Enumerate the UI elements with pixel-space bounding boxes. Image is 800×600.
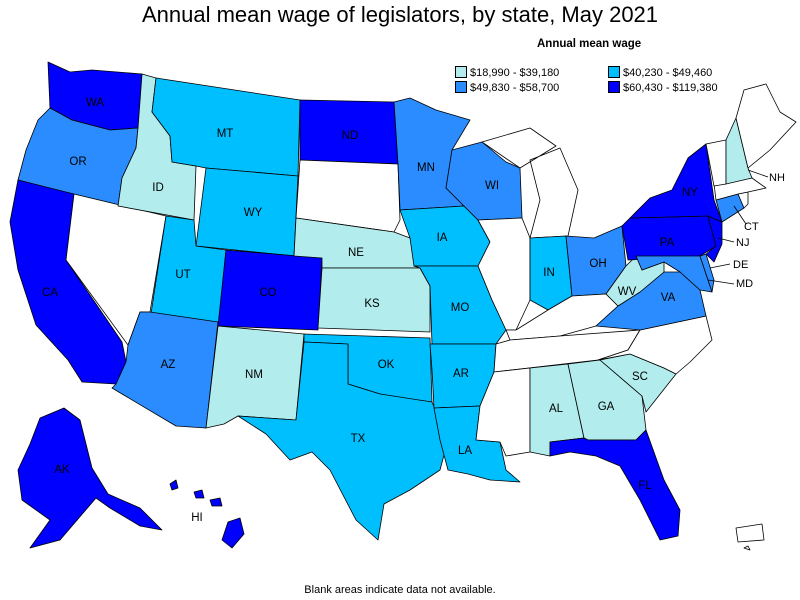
legend-label-bin-4: $60,430 - $119,380 [623,82,718,94]
state-me[interactable] [735,83,797,169]
label-or: OR [69,156,86,168]
label-ny: NY [682,187,698,199]
label-ne: NE [348,247,364,259]
legend-swatch-bin-2 [608,66,620,78]
legend-label-bin-2: $40,230 - $49,460 [623,67,713,79]
state-hi[interactable] [169,479,245,549]
legend-label-bin-1: $18,990 - $39,180 [470,67,560,79]
label-oh: OH [589,258,606,270]
footnote: Blank areas indicate data not available. [304,584,496,596]
label-ak: AK [54,464,70,476]
label-ga: GA [598,401,615,413]
leader-de [709,263,731,269]
label-ok: OK [378,359,395,371]
label-ct: CT [744,221,759,233]
legend-swatch-bin-1 [455,66,467,78]
label-wa: WA [86,97,104,109]
leader-ct [733,205,747,225]
leader-nh [747,169,769,178]
legend-swatch-bin-3 [455,81,467,93]
label-nh: NH [769,172,785,184]
legend-item-bin-4: $60,430 - $119,380 [608,81,718,94]
label-la: LA [458,445,472,457]
label-in: IN [543,267,555,279]
label-ca: CA [42,287,58,299]
state-co[interactable] [217,249,323,331]
state-tx[interactable] [237,341,449,541]
legend-item-bin-2: $40,230 - $49,460 [608,66,712,79]
label-pa: PA [660,237,675,249]
label-tx: TX [351,433,366,445]
label-ks: KS [364,298,380,310]
state-nh[interactable] [725,117,753,185]
state-sd[interactable] [295,159,401,233]
label-id: ID [152,182,164,194]
label-co: CO [259,287,276,299]
state-fl[interactable] [549,429,681,541]
legend-title: Annual mean wage [537,38,642,50]
leader-nj [717,237,735,243]
legend-swatch-bin-4 [608,81,620,93]
label-ia: IA [437,232,448,244]
legend-item-bin-3: $49,830 - $58,700 [455,81,559,94]
label-va: VA [661,292,676,304]
state-labels: WA OR CA ID MT WY UT AZ CO NM ND NE KS O… [42,97,698,524]
label-nm: NM [245,369,263,381]
state-mt[interactable] [151,77,301,177]
label-sc: SC [632,371,648,383]
state-ks[interactable] [317,267,431,333]
label-ar: AR [453,368,469,380]
legend-item-bin-1: $18,990 - $39,180 [455,66,559,79]
leader-md [707,279,735,285]
legend-label-bin-3: $49,830 - $58,700 [470,82,560,94]
label-az: AZ [161,359,176,371]
label-md: MD [736,278,753,290]
label-mt: MT [217,128,234,140]
label-wy: WY [244,207,263,219]
map-title: Annual mean wage of legislators, by stat… [141,2,659,27]
label-mn: MN [417,162,435,174]
label-ut: UT [175,269,190,281]
label-wi: WI [485,180,499,192]
label-nj: NJ [736,237,749,249]
label-al: AL [549,403,564,415]
label-fl: FL [638,480,652,492]
label-de: DE [733,259,748,271]
callouts: NH CT NJ DE MD [707,169,785,290]
label-nd: ND [342,130,359,142]
state-pr[interactable] [735,523,765,551]
state-ak[interactable] [17,407,163,549]
label-hi: HI [191,512,203,524]
label-mo: MO [451,302,470,314]
label-wv: WV [618,286,637,298]
